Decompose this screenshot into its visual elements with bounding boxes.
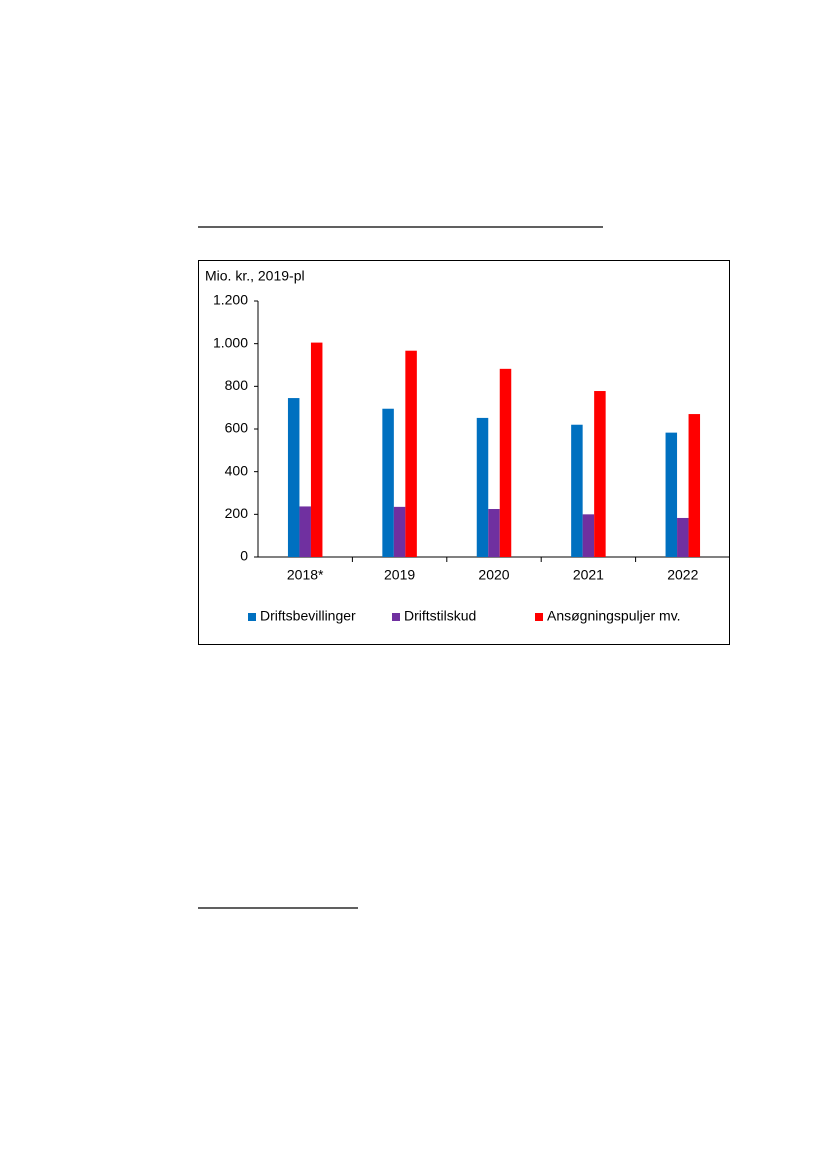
chart-frame bbox=[198, 260, 730, 645]
bar bbox=[571, 424, 583, 557]
y-tick-label: 800 bbox=[225, 377, 249, 393]
legend-label: Driftsbevillinger bbox=[260, 608, 356, 624]
y-tick-label: 200 bbox=[225, 505, 249, 521]
y-tick-label: 600 bbox=[225, 420, 249, 436]
bar bbox=[665, 432, 678, 557]
bar bbox=[310, 342, 323, 557]
bar bbox=[594, 391, 606, 557]
legend-label: Driftstilskud bbox=[404, 608, 476, 624]
x-tick-label: 2022 bbox=[667, 567, 698, 583]
bar bbox=[405, 350, 417, 557]
x-tick-label: 2018* bbox=[287, 567, 324, 583]
bar bbox=[476, 417, 489, 557]
bar bbox=[299, 506, 311, 557]
legend-label: Ansøgningspuljer mv. bbox=[547, 608, 681, 624]
y-tick-label: 1.200 bbox=[213, 292, 248, 308]
bar bbox=[488, 509, 500, 557]
legend-swatch bbox=[392, 613, 400, 621]
bar bbox=[287, 398, 300, 557]
bar bbox=[393, 506, 406, 557]
bar bbox=[688, 414, 701, 557]
x-tick-label: 2021 bbox=[573, 567, 604, 583]
legend-swatch bbox=[248, 613, 256, 621]
bar bbox=[582, 514, 595, 557]
y-tick-label: 400 bbox=[225, 462, 249, 478]
y-tick-label: 1.000 bbox=[213, 334, 248, 350]
x-tick-label: 2020 bbox=[478, 567, 509, 583]
x-tick-label: 2019 bbox=[384, 567, 415, 583]
bar bbox=[499, 368, 512, 557]
bar bbox=[382, 408, 394, 557]
legend-swatch bbox=[535, 613, 543, 621]
y-tick-label: 0 bbox=[240, 548, 248, 564]
y-axis-label: Mio. kr., 2019-pl bbox=[205, 268, 305, 284]
bar bbox=[677, 517, 689, 557]
